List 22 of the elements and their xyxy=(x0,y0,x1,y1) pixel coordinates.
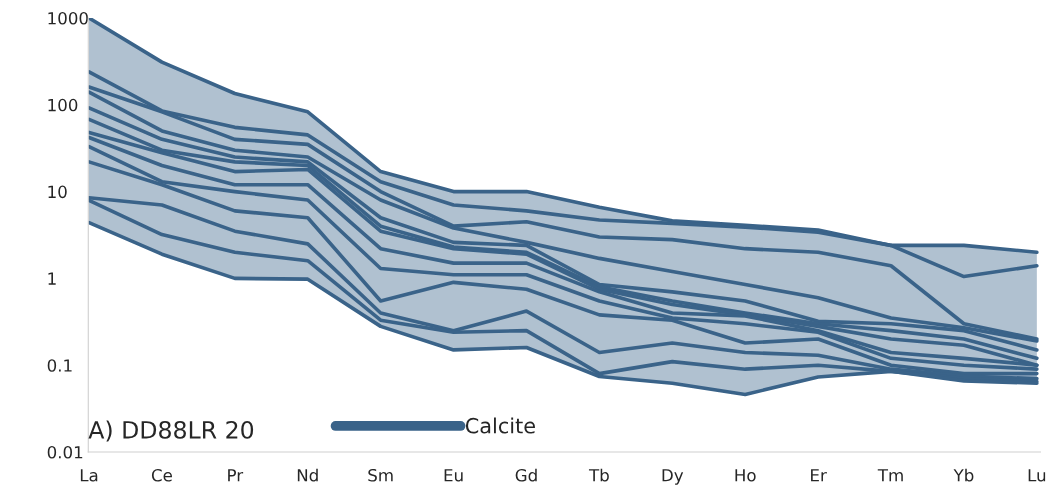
y-tick-label: 1 xyxy=(48,272,56,285)
x-tick-label: Sm xyxy=(368,468,393,482)
x-tick-label: Tb xyxy=(588,468,609,482)
y-tick-label: 1000 xyxy=(48,11,88,25)
x-tick-label: La xyxy=(80,469,98,482)
y-tick-label: 10 xyxy=(48,185,67,199)
x-tick-label: Ho xyxy=(735,469,756,482)
x-tick-label: Eu xyxy=(444,469,463,482)
x-tick-label: Nd xyxy=(297,468,318,482)
text: A) DD88LR 20 xyxy=(88,420,254,442)
text: Calcite xyxy=(465,417,535,434)
y-tick-label: 100 xyxy=(48,98,78,112)
x-tick-label: Er xyxy=(811,469,827,482)
x-tick-label: Tm xyxy=(877,469,903,482)
x-tick-label: Lu xyxy=(1028,469,1046,482)
y-tick-label: 0.01 xyxy=(47,445,83,459)
x-tick-label: Yb xyxy=(953,468,974,482)
x-tick-label: Dy xyxy=(662,469,684,485)
x-tick-label: Pr xyxy=(228,469,244,482)
x-tick-label: Gd xyxy=(515,468,537,482)
x-tick-label: Ce xyxy=(151,468,172,482)
y-tick-label: 0.1 xyxy=(47,359,72,372)
